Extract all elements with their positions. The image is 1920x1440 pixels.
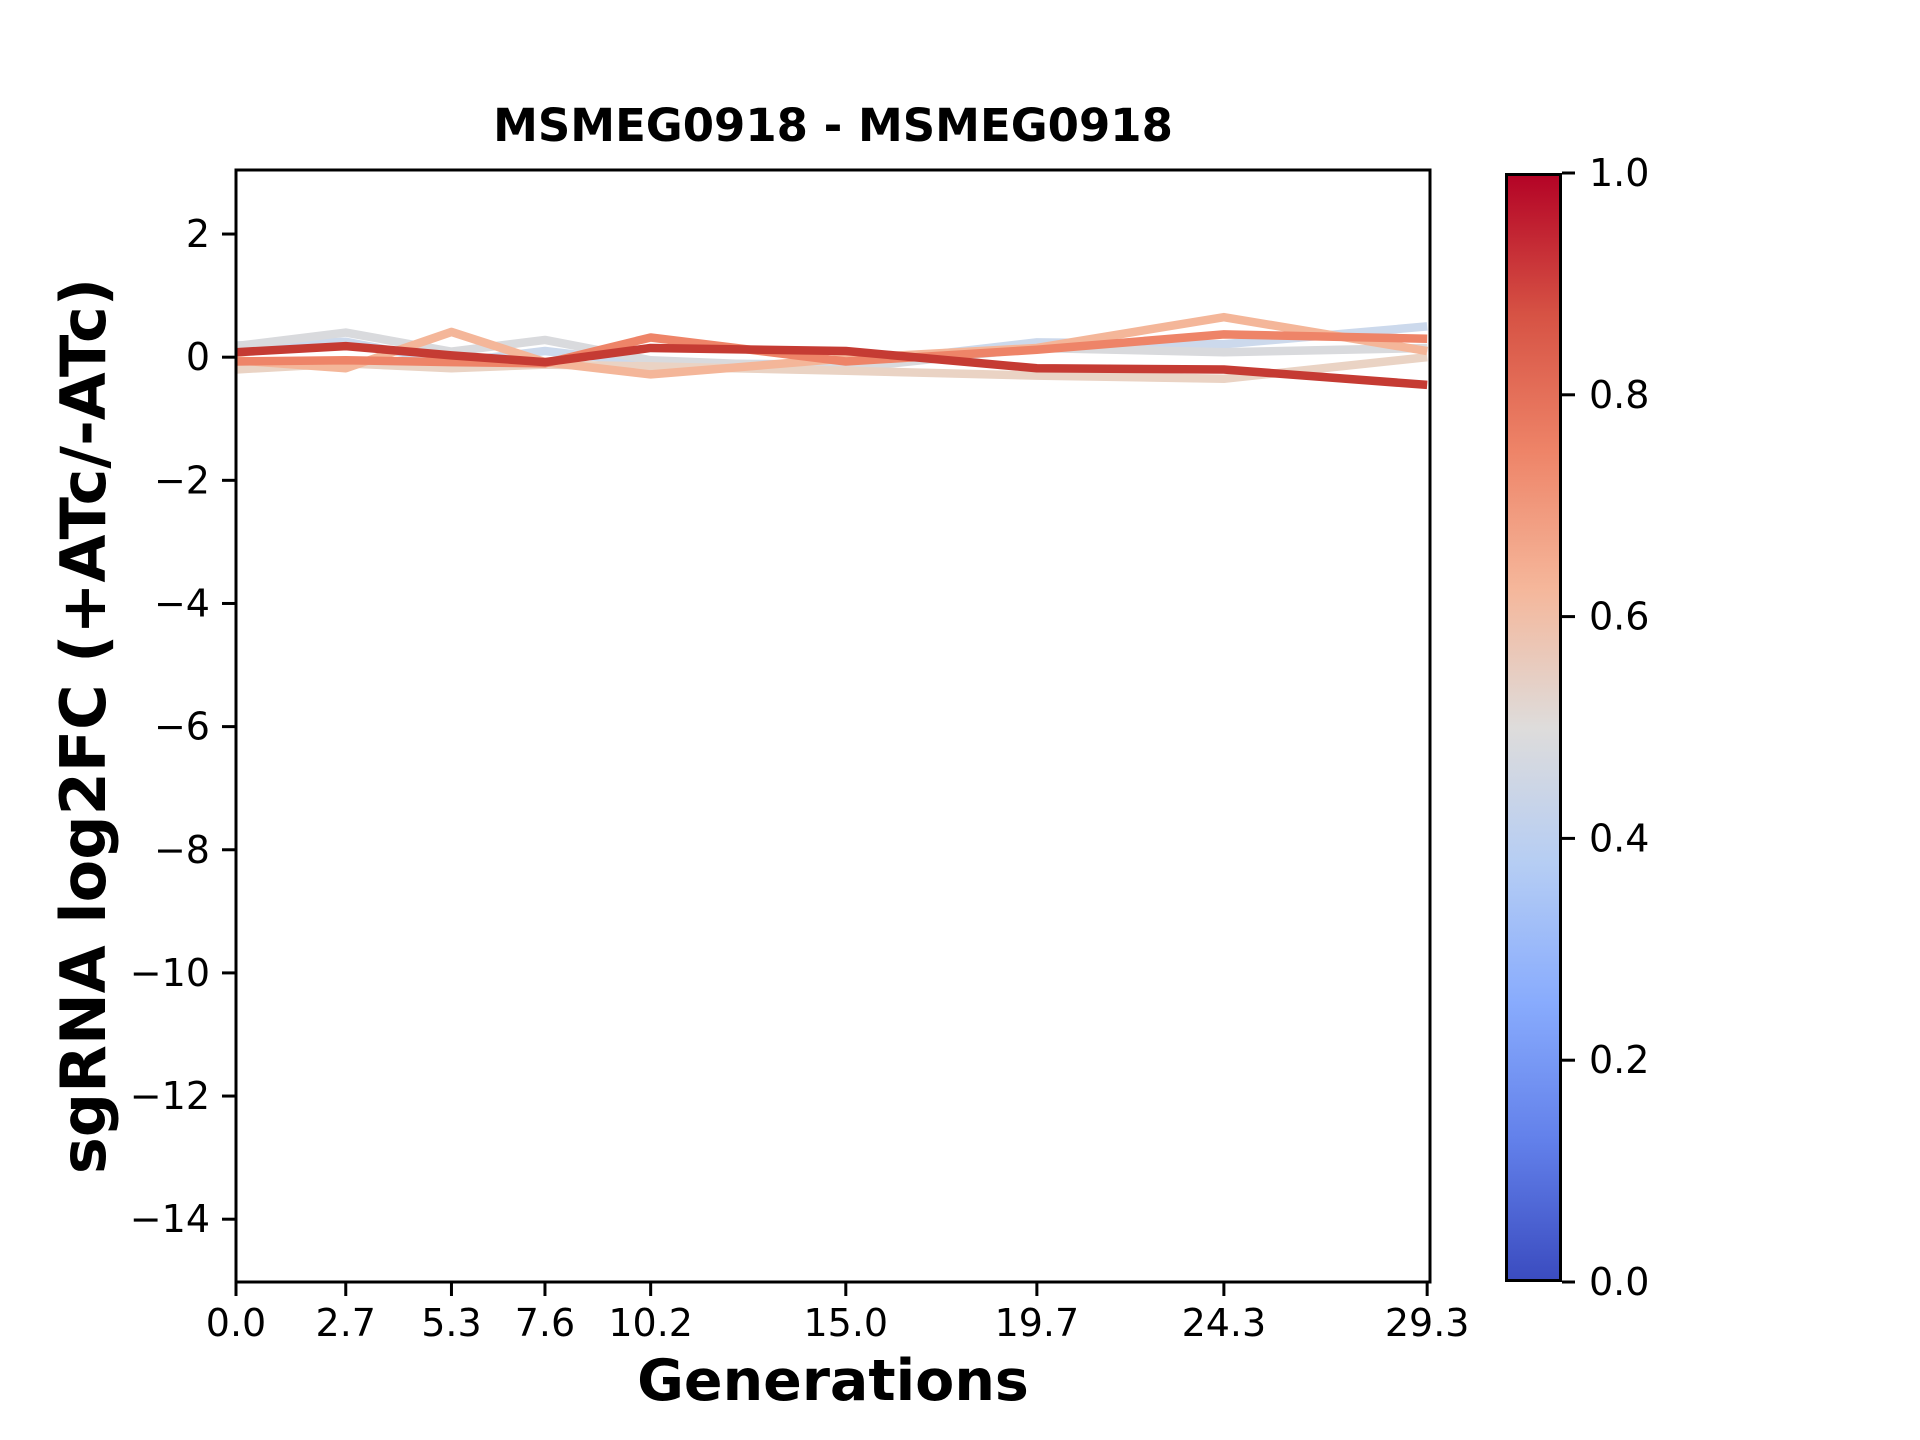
series-line-5	[235, 341, 1428, 390]
y-tick-label: −6	[154, 705, 210, 749]
y-tick-label: −12	[130, 1074, 210, 1118]
y-tick-label: 0	[186, 335, 210, 379]
y-tick-label: −14	[130, 1197, 210, 1241]
x-tick-label: 7.6	[515, 1301, 575, 1345]
y-tick-label: 2	[186, 212, 210, 256]
series-line-3	[235, 312, 1428, 379]
x-tick-label: 2.7	[316, 1301, 376, 1345]
x-tick-label: 10.2	[608, 1301, 693, 1345]
x-axis-label: Generations	[637, 1348, 1029, 1414]
colorbar-tick-label: 0.4	[1589, 816, 1649, 860]
colorbar-tick-label: 0.0	[1589, 1260, 1649, 1304]
y-tick-label: −8	[154, 828, 210, 872]
chart-title: MSMEG0918 - MSMEG0918	[493, 99, 1173, 152]
series-line-1	[235, 328, 1428, 373]
y-tick-label: −2	[154, 458, 210, 502]
y-tick-label: −4	[154, 581, 210, 625]
x-tick-label: 29.3	[1385, 1301, 1470, 1345]
x-tick-label: 5.3	[421, 1301, 481, 1345]
x-tick-label: 15.0	[804, 1301, 889, 1345]
y-axis-label: sgRNA log2FC (+ATc/-ATc)	[47, 277, 120, 1175]
series-line-4	[235, 330, 1428, 368]
colorbar-tick-label: 0.8	[1589, 373, 1649, 417]
y-tick-label: −10	[130, 951, 210, 995]
colorbar-tick-label: 1.0	[1589, 151, 1649, 195]
colorbar-tick-label: 0.6	[1589, 595, 1649, 639]
x-tick-label: 24.3	[1182, 1301, 1267, 1345]
colorbar	[1505, 173, 1562, 1282]
x-tick-label: 0.0	[206, 1301, 266, 1345]
colorbar-tick-label: 0.2	[1589, 1038, 1649, 1082]
x-tick-label: 19.7	[995, 1301, 1080, 1345]
